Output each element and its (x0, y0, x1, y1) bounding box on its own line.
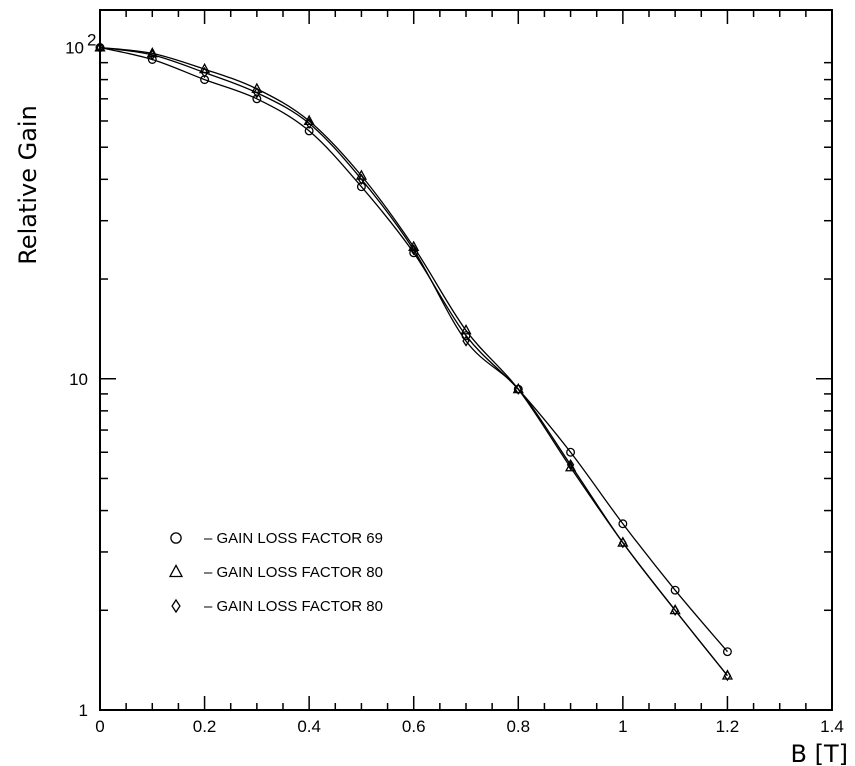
circle-marker (147, 55, 157, 64)
diamond-marker (410, 244, 418, 256)
x-tick-labels: 0 0.2 0.4 0.6 0.8 1 1.2 1.4 (95, 717, 844, 736)
legend-item: – GAIN LOSS FACTOR 80 (171, 598, 383, 615)
diamond-marker (305, 117, 313, 130)
y-axis-label: Relative Gain (14, 105, 42, 265)
circle-marker (618, 519, 628, 529)
series-triangle (94, 41, 734, 680)
x-tick-label: 1 (618, 717, 627, 736)
diamond-marker (96, 41, 104, 54)
legend-item: – GAIN LOSS FACTOR 80 (168, 564, 383, 581)
series-line-circle (99, 46, 728, 653)
circle-marker (200, 75, 210, 85)
triangle-marker (168, 564, 184, 578)
y-tick-label: 1 (79, 701, 88, 720)
axis-ticks (99, 10, 833, 711)
x-tick-label: 1.4 (820, 717, 844, 736)
x-tick-label: 1.2 (716, 717, 740, 736)
legend-label: – GAIN LOSS FACTOR 80 (204, 598, 383, 615)
series-diamond (96, 41, 732, 682)
circle-marker (670, 585, 680, 595)
x-tick-label: 0.2 (193, 717, 217, 736)
x-tick-label: 0.6 (402, 717, 426, 736)
x-axis-label: B [T] (791, 740, 848, 766)
y-tick-exponent: 2 (87, 31, 96, 50)
legend: – GAIN LOSS FACTOR 69 – GAIN LOSS FACTOR … (168, 530, 383, 615)
x-tick-label: 0.4 (297, 717, 321, 736)
diamond-marker (514, 383, 522, 395)
series-line-diamond (99, 46, 728, 677)
triangle-marker (146, 47, 158, 58)
triangle-marker (303, 114, 315, 126)
diamond-marker (200, 66, 209, 79)
series-circle (95, 43, 732, 657)
diamond-marker (253, 87, 261, 99)
diamond-marker (462, 335, 470, 347)
diamond-marker (357, 173, 366, 186)
x-tick-label: 0.8 (506, 717, 530, 736)
diamond-marker (671, 604, 679, 616)
diamond-marker (566, 459, 575, 471)
diamond-marker (171, 598, 181, 614)
diamond-marker (148, 49, 156, 61)
x-tick-label: 0 (95, 717, 104, 736)
circle-marker (566, 447, 576, 457)
circle-marker (170, 532, 182, 544)
series-line-triangle (99, 46, 728, 677)
legend-label: – GAIN LOSS FACTOR 69 (204, 530, 383, 547)
data-series (94, 41, 734, 682)
legend-label: – GAIN LOSS FACTOR 80 (204, 564, 383, 581)
y-tick-label: 10 (69, 370, 88, 389)
circle-marker (252, 94, 262, 104)
circle-marker (722, 647, 732, 657)
diamond-marker (723, 669, 732, 682)
diamond-marker (619, 536, 627, 549)
legend-item: – GAIN LOSS FACTOR 69 (170, 530, 383, 547)
y-tick-label: 10 (65, 39, 84, 58)
triangle-marker (460, 324, 472, 335)
